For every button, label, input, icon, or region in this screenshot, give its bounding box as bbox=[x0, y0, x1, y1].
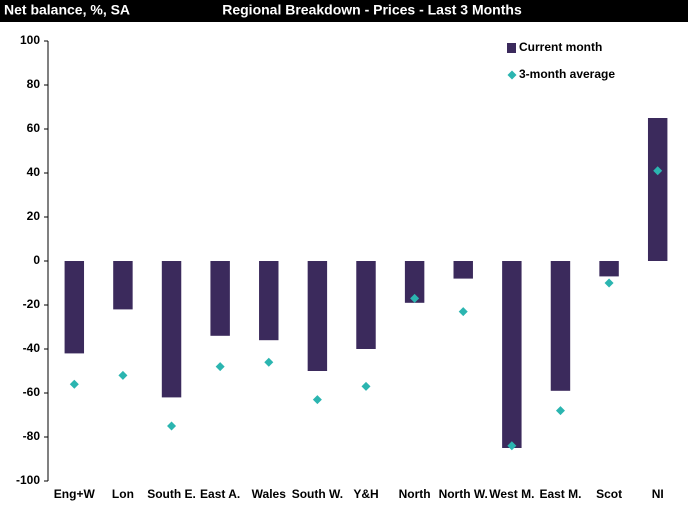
y-tick-label: -80 bbox=[23, 429, 41, 443]
marker bbox=[653, 166, 663, 176]
bar bbox=[210, 261, 230, 336]
x-tick-label: East A. bbox=[200, 487, 240, 501]
bar bbox=[502, 261, 522, 448]
bar bbox=[64, 261, 85, 354]
marker bbox=[507, 441, 517, 451]
bar bbox=[550, 261, 571, 391]
marker bbox=[458, 307, 468, 317]
marker bbox=[604, 278, 614, 288]
x-tick-label: Scot bbox=[596, 487, 622, 501]
header-bar bbox=[0, 0, 688, 22]
y-tick-label: 100 bbox=[20, 33, 40, 47]
bar bbox=[647, 118, 668, 261]
y-tick-label: 20 bbox=[27, 209, 41, 223]
x-tick-label: Wales bbox=[252, 487, 287, 501]
chart-title: Regional Breakdown - Prices - Last 3 Mon… bbox=[222, 2, 522, 18]
y-tick-label: 60 bbox=[27, 121, 41, 135]
bar bbox=[356, 261, 376, 349]
x-tick-label: West M. bbox=[489, 487, 534, 501]
x-tick-label: NI bbox=[652, 487, 664, 501]
x-tick-label: North W. bbox=[439, 487, 488, 501]
y-tick-label: -40 bbox=[23, 341, 41, 355]
bar bbox=[161, 261, 182, 398]
bar bbox=[259, 261, 279, 341]
y-tick-label: -60 bbox=[23, 385, 41, 399]
x-tick-label: South E. bbox=[147, 487, 196, 501]
x-tick-label: Lon bbox=[112, 487, 134, 501]
marker bbox=[312, 395, 322, 405]
y-axis-label: Net balance, %, SA bbox=[4, 2, 130, 18]
marker bbox=[410, 293, 420, 303]
bar bbox=[404, 261, 425, 303]
marker bbox=[167, 421, 177, 431]
x-tick-label: North bbox=[399, 487, 431, 501]
y-tick-label: -20 bbox=[23, 297, 41, 311]
marker bbox=[361, 381, 371, 391]
legend-label: Current month bbox=[519, 40, 602, 54]
x-tick-label: East M. bbox=[539, 487, 581, 501]
bar bbox=[453, 261, 473, 279]
legend-swatch bbox=[507, 43, 516, 53]
marker bbox=[264, 357, 274, 367]
marker bbox=[118, 370, 128, 380]
legend-label: 3-month average bbox=[519, 67, 615, 81]
marker bbox=[555, 406, 565, 416]
x-tick-label: South W. bbox=[292, 487, 343, 501]
marker bbox=[215, 362, 225, 372]
x-tick-label: Eng+W bbox=[54, 487, 96, 501]
bar bbox=[113, 261, 133, 310]
y-tick-label: 80 bbox=[27, 77, 41, 91]
legend-swatch bbox=[507, 70, 517, 80]
bar bbox=[307, 261, 328, 371]
y-tick-label: -100 bbox=[16, 473, 40, 487]
y-tick-label: 0 bbox=[33, 253, 40, 267]
x-tick-label: Y&H bbox=[353, 487, 378, 501]
marker bbox=[69, 379, 79, 389]
bar bbox=[599, 261, 619, 277]
y-tick-label: 40 bbox=[27, 165, 41, 179]
